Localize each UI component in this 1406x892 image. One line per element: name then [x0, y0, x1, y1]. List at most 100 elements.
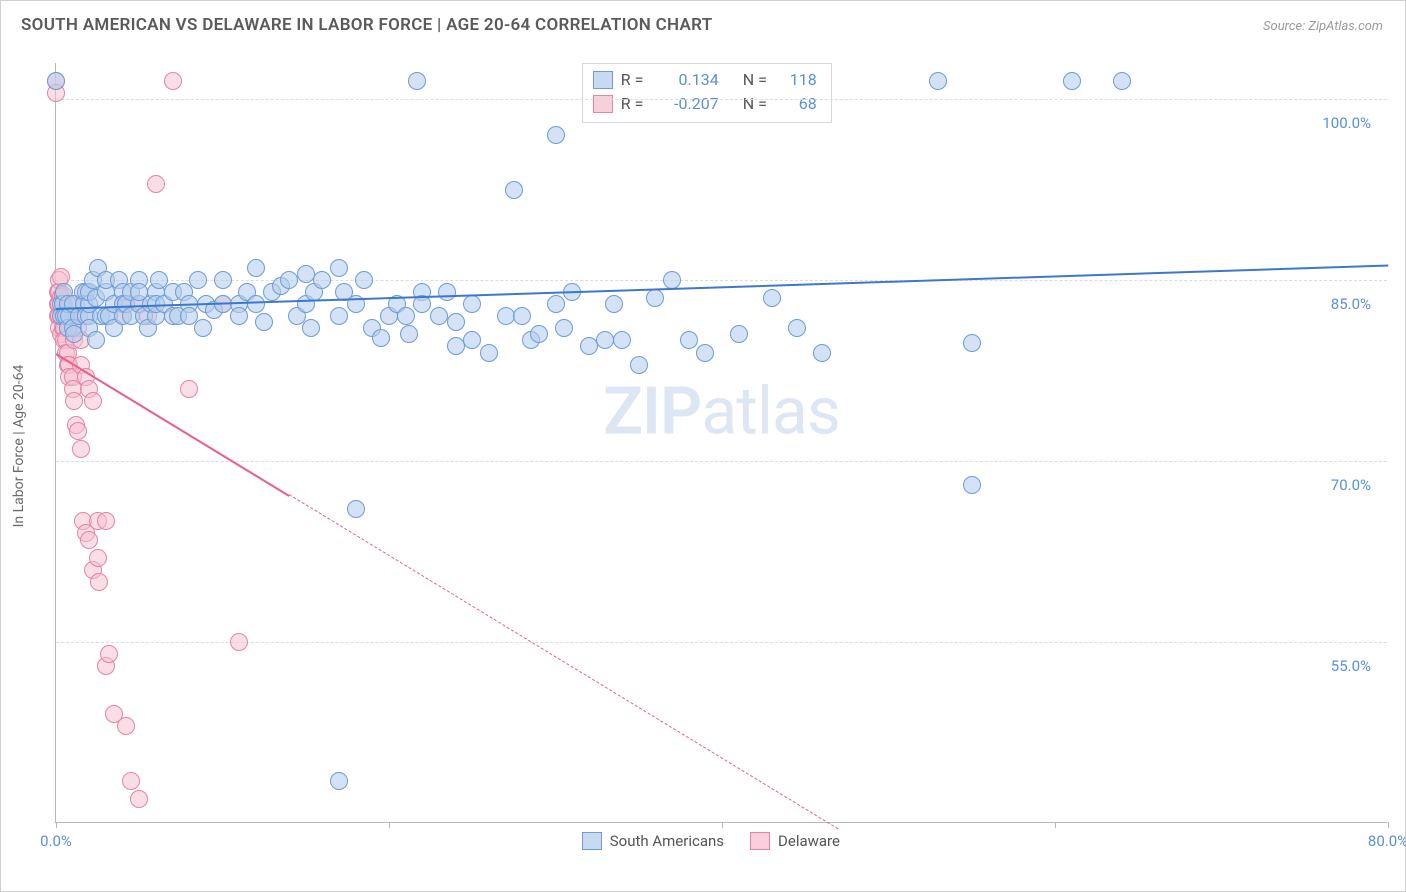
x-tick-label-right: 80.0%: [1368, 832, 1406, 850]
scatter-point: [1113, 72, 1131, 90]
scatter-point: [89, 549, 107, 567]
scatter-point: [547, 126, 565, 144]
scatter-point: [513, 307, 531, 325]
scatter-point: [230, 633, 248, 651]
scatter-point: [730, 325, 748, 343]
scatter-point: [117, 717, 135, 735]
scatter-point: [72, 440, 90, 458]
scatter-point: [763, 289, 781, 307]
y-tick-label: 70.0%: [1331, 476, 1371, 494]
scatter-point: [230, 307, 248, 325]
y-axis-title: In Labor Force | Age 20-64: [11, 365, 27, 528]
legend-r-label-0: R =: [621, 68, 655, 92]
scatter-point: [580, 337, 598, 355]
scatter-point: [355, 271, 373, 289]
scatter-point: [605, 295, 623, 313]
scatter-point: [963, 476, 981, 494]
scatter-point: [147, 175, 165, 193]
scatter-point: [646, 289, 664, 307]
trend-line-solid: [55, 353, 289, 497]
scatter-point: [247, 295, 265, 313]
scatter-point: [630, 356, 648, 374]
plot-area: ZIPatlas R = 0.134 N = 118 R = -0.207 N …: [55, 63, 1387, 823]
scatter-point: [555, 319, 573, 337]
scatter-point: [547, 295, 565, 313]
legend-swatch-0: [582, 832, 602, 850]
scatter-point: [447, 313, 465, 331]
legend-r-value-1: -0.207: [663, 92, 719, 116]
trend-line-dashed: [289, 495, 839, 830]
scatter-point: [69, 422, 87, 440]
legend-swatch-1: [750, 832, 770, 850]
legend-item-series-1: Delaware: [750, 832, 840, 850]
gridline: [56, 461, 1387, 462]
scatter-point: [84, 392, 102, 410]
scatter-point: [463, 331, 481, 349]
x-tick: [1388, 822, 1389, 828]
scatter-point: [347, 500, 365, 518]
scatter-point: [80, 531, 98, 549]
scatter-point: [313, 271, 331, 289]
scatter-point: [164, 72, 182, 90]
chart-title: SOUTH AMERICAN VS DELAWARE IN LABOR FORC…: [21, 15, 713, 35]
scatter-point: [302, 319, 320, 337]
scatter-point: [90, 573, 108, 591]
scatter-point: [189, 271, 207, 289]
scatter-point: [180, 380, 198, 398]
scatter-point: [130, 790, 148, 808]
scatter-point: [408, 72, 426, 90]
scatter-point: [696, 344, 714, 362]
legend-n-label-1: N =: [743, 92, 775, 116]
scatter-point: [330, 307, 348, 325]
scatter-point: [280, 271, 298, 289]
scatter-point: [430, 307, 448, 325]
legend-series: South Americans Delaware: [582, 832, 840, 850]
x-tick-label-left: 0.0%: [40, 832, 72, 850]
scatter-point: [505, 181, 523, 199]
scatter-point: [613, 331, 631, 349]
scatter-point: [497, 307, 515, 325]
scatter-point: [788, 319, 806, 337]
watermark: ZIPatlas: [603, 374, 840, 451]
scatter-point: [330, 772, 348, 790]
scatter-point: [400, 325, 418, 343]
legend-label-0: South Americans: [610, 832, 724, 850]
scatter-point: [480, 344, 498, 362]
scatter-point: [214, 271, 232, 289]
gridline: [56, 280, 1387, 281]
gridline: [56, 99, 1387, 100]
scatter-point: [65, 392, 83, 410]
scatter-point: [330, 259, 348, 277]
scatter-point: [447, 337, 465, 355]
scatter-point: [663, 271, 681, 289]
legend-r-value-0: 0.134: [663, 68, 719, 92]
scatter-point: [929, 72, 947, 90]
x-tick: [56, 822, 57, 828]
chart-container: SOUTH AMERICAN VS DELAWARE IN LABOR FORC…: [0, 0, 1406, 892]
scatter-point: [530, 325, 548, 343]
scatter-point: [247, 259, 265, 277]
scatter-point: [97, 512, 115, 530]
legend-swatch-series-0: [593, 71, 613, 89]
scatter-point: [87, 331, 105, 349]
scatter-point: [297, 265, 315, 283]
legend-row-series-0: R = 0.134 N = 118: [593, 68, 817, 92]
scatter-point: [680, 331, 698, 349]
scatter-point: [372, 329, 390, 347]
legend-item-series-0: South Americans: [582, 832, 724, 850]
legend-n-value-1: 68: [783, 92, 817, 116]
legend-n-label-0: N =: [743, 68, 775, 92]
scatter-point: [122, 772, 140, 790]
scatter-point: [1063, 72, 1081, 90]
scatter-point: [194, 319, 212, 337]
legend-label-1: Delaware: [778, 832, 840, 850]
scatter-point: [100, 645, 118, 663]
scatter-point: [813, 344, 831, 362]
scatter-point: [397, 307, 415, 325]
scatter-point: [255, 313, 273, 331]
legend-r-label-1: R =: [621, 92, 655, 116]
scatter-point: [596, 331, 614, 349]
y-tick-label: 100.0%: [1322, 114, 1371, 132]
legend-row-series-1: R = -0.207 N = 68: [593, 92, 817, 116]
scatter-point: [463, 295, 481, 313]
